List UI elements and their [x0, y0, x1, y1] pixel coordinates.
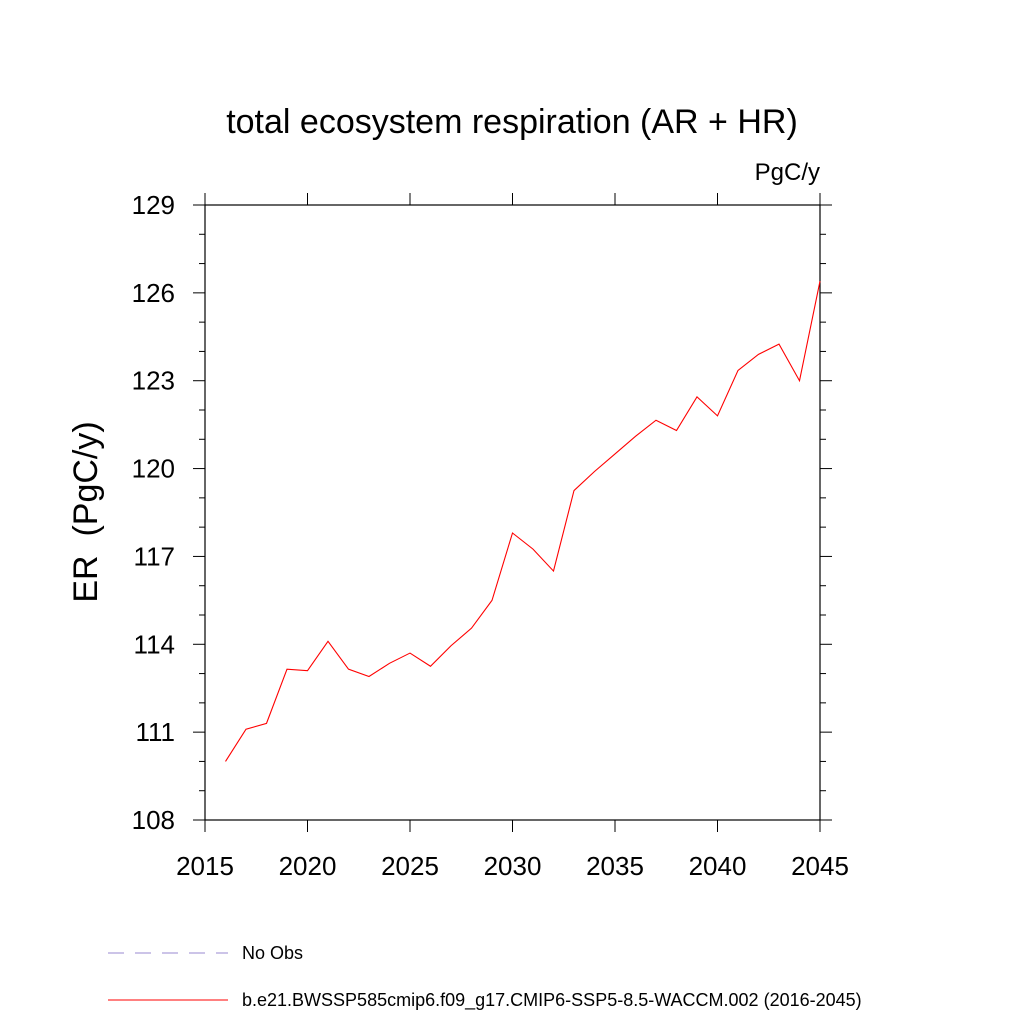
y-tick-label: 129 [132, 190, 175, 220]
x-tick-label: 2025 [381, 851, 439, 881]
axes: 108 111 114 117 120 123 126 129 2015 2020 2025 2030… [132, 190, 849, 881]
x-tick-label: 2030 [484, 851, 542, 881]
legend-label: b.e21.BWSSP585cmip6.f09_g17.CMIP6-SSP5-8… [242, 990, 862, 1011]
y-tick-label: 108 [132, 805, 175, 835]
x-tick-label: 2020 [279, 851, 337, 881]
x-tick-label: 2035 [586, 851, 644, 881]
x-tick-label: 2015 [176, 851, 234, 881]
x-tick-label: 2040 [689, 851, 747, 881]
units-label: PgC/y [755, 159, 820, 186]
plot-frame [204, 204, 821, 821]
y-axis-label: ER (PgC/y) [67, 421, 105, 602]
y-tick-label: 114 [134, 629, 175, 659]
series-line [225, 281, 821, 762]
y-tick-label: 111 [135, 717, 175, 747]
y-tick-label: 120 [132, 454, 175, 484]
chart-title: total ecosystem respiration (AR + HR) [226, 103, 798, 141]
legend-label: No Obs [242, 943, 303, 963]
legend: No Obs b.e21.BWSSP585cmip6.f09_g17.CMIP6-… [108, 943, 862, 1011]
series-group [225, 281, 821, 762]
y-tick-label: 126 [132, 278, 175, 308]
y-tick-label: 123 [132, 366, 175, 396]
x-tick-label: 2045 [791, 851, 849, 881]
y-tick-label: 117 [134, 541, 175, 571]
